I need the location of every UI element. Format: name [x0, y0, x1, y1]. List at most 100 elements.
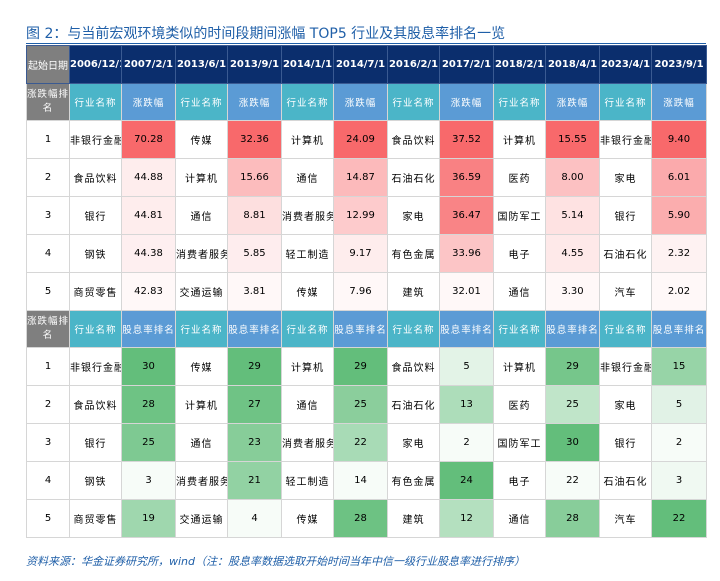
value-cell: 19	[121, 499, 176, 538]
table-row: 3 银行 44.81 通信 8.81 消费者服务 12.99 家电 36.47 国防军工 5.14 银…	[26, 196, 707, 235]
rank-cell: 1	[26, 120, 70, 159]
value-cell: 29	[333, 347, 388, 386]
industry-name-cell: 消费者服务	[175, 461, 228, 500]
industry-name-cell: 银行	[599, 423, 652, 462]
industry-name-cell: 商贸零售	[69, 272, 122, 311]
industry-column-label: 行业名称	[387, 310, 440, 348]
value-cell: 22	[333, 423, 388, 462]
value-cell: 28	[121, 385, 176, 424]
value-column-label: 股息率排名	[651, 310, 707, 348]
industry-name-cell: 传媒	[281, 499, 334, 538]
section1-subheader-row: 涨跌幅排名 行业名称 涨跌幅 行业名称 涨跌幅 行业名称 涨跌幅 行业名称 涨跌幅 行业名称 涨跌幅…	[26, 83, 707, 121]
value-cell: 30	[121, 347, 176, 386]
value-cell: 15.66	[227, 158, 282, 197]
date-header: 2023/4/1	[599, 45, 652, 84]
industry-name-cell: 传媒	[175, 347, 228, 386]
industry-name-cell: 食品饮料	[387, 120, 440, 159]
value-cell: 5	[651, 385, 707, 424]
rank-cell: 4	[26, 234, 70, 273]
rank-cell: 2	[26, 158, 70, 197]
value-cell: 28	[333, 499, 388, 538]
industry-name-cell: 银行	[599, 196, 652, 235]
value-cell: 23	[227, 423, 282, 462]
value-cell: 5.14	[545, 196, 600, 235]
industry-name-cell: 传媒	[175, 120, 228, 159]
value-column-label: 股息率排名	[333, 310, 388, 348]
value-cell: 32.36	[227, 120, 282, 159]
table-row: 2 食品饮料 28 计算机 27 通信 25 石油石化 13 医药 25 家电 5	[26, 385, 707, 424]
industry-name-cell: 消费者服务	[175, 234, 228, 273]
industry-name-cell: 传媒	[281, 272, 334, 311]
industry-name-cell: 通信	[281, 158, 334, 197]
industry-name-cell: 家电	[387, 196, 440, 235]
industry-column-label: 行业名称	[281, 83, 334, 121]
rank-cell: 2	[26, 385, 70, 424]
date-header: 2017/2/1	[439, 45, 494, 84]
industry-name-cell: 食品饮料	[69, 158, 122, 197]
industry-name-cell: 通信	[493, 272, 546, 311]
value-column-label: 涨跌幅	[227, 83, 282, 121]
value-column-label: 涨跌幅	[333, 83, 388, 121]
value-cell: 22	[545, 461, 600, 500]
date-header: 2018/2/1	[493, 45, 546, 84]
industry-name-cell: 建筑	[387, 499, 440, 538]
value-cell: 36.47	[439, 196, 494, 235]
value-column-label: 股息率排名	[121, 310, 176, 348]
value-cell: 5.90	[651, 196, 707, 235]
date-header: 2023/9/1	[651, 45, 707, 84]
table-row: 3 银行 25 通信 23 消费者服务 22 家电 2 国防军工 30 银行 2	[26, 423, 707, 462]
value-cell: 14.87	[333, 158, 388, 197]
industry-name-cell: 计算机	[493, 120, 546, 159]
value-cell: 5	[439, 347, 494, 386]
value-column-label: 股息率排名	[439, 310, 494, 348]
industry-name-cell: 银行	[69, 196, 122, 235]
rank-cell: 4	[26, 461, 70, 500]
industry-name-cell: 非银行金融	[599, 120, 652, 159]
value-cell: 21	[227, 461, 282, 500]
section2-subheader-row: 涨跌幅排名 行业名称 股息率排名 行业名称 股息率排名 行业名称 股息率排名 行业名称 股息率排…	[26, 310, 707, 348]
industry-name-cell: 石油石化	[599, 461, 652, 500]
value-cell: 2.02	[651, 272, 707, 311]
value-cell: 14	[333, 461, 388, 500]
industry-column-label: 行业名称	[493, 310, 546, 348]
industry-name-cell: 通信	[281, 385, 334, 424]
value-cell: 3	[121, 461, 176, 500]
industry-name-cell: 石油石化	[387, 158, 440, 197]
table-row: 1 非银行金融 30 传媒 29 计算机 29 食品饮料 5 计算机 29 非银行金融 15	[26, 347, 707, 386]
date-header: 2013/9/1	[227, 45, 282, 84]
industry-name-cell: 非银行金融	[599, 347, 652, 386]
value-cell: 3.81	[227, 272, 282, 311]
industry-name-cell: 建筑	[387, 272, 440, 311]
value-cell: 9.40	[651, 120, 707, 159]
industry-name-cell: 医药	[493, 158, 546, 197]
value-column-label: 涨跌幅	[439, 83, 494, 121]
value-cell: 6.01	[651, 158, 707, 197]
industry-name-cell: 汽车	[599, 499, 652, 538]
value-column-label: 涨跌幅	[121, 83, 176, 121]
value-cell: 7.96	[333, 272, 388, 311]
industry-name-cell: 电子	[493, 234, 546, 273]
table-row: 1 非银行金融 70.28 传媒 32.36 计算机 24.09 食品饮料 37.52 计算机 15…	[26, 120, 707, 159]
industry-name-cell: 交通运输	[175, 272, 228, 311]
industry-column-label: 行业名称	[69, 83, 122, 121]
industry-name-cell: 消费者服务	[281, 196, 334, 235]
value-cell: 5.85	[227, 234, 282, 273]
value-cell: 22	[651, 499, 707, 538]
table-row: 2 食品饮料 44.88 计算机 15.66 通信 14.87 石油石化 36.59 医药 8.00…	[26, 158, 707, 197]
rank-corner-label: 涨跌幅排名	[26, 310, 70, 348]
value-cell: 2.32	[651, 234, 707, 273]
title-rule	[26, 43, 706, 44]
industry-column-label: 行业名称	[599, 310, 652, 348]
industry-name-cell: 有色金属	[387, 234, 440, 273]
value-cell: 8.00	[545, 158, 600, 197]
value-cell: 13	[439, 385, 494, 424]
industry-name-cell: 钢铁	[69, 461, 122, 500]
rank-cell: 1	[26, 347, 70, 386]
value-cell: 27	[227, 385, 282, 424]
value-cell: 24	[439, 461, 494, 500]
industry-name-cell: 轻工制造	[281, 461, 334, 500]
industry-name-cell: 石油石化	[387, 385, 440, 424]
industry-name-cell: 家电	[599, 385, 652, 424]
industry-name-cell: 计算机	[175, 385, 228, 424]
figure-title: 图 2：与当前宏观环境类似的时间段期间涨幅 TOP5 行业及其股息率排名一览	[26, 26, 506, 42]
